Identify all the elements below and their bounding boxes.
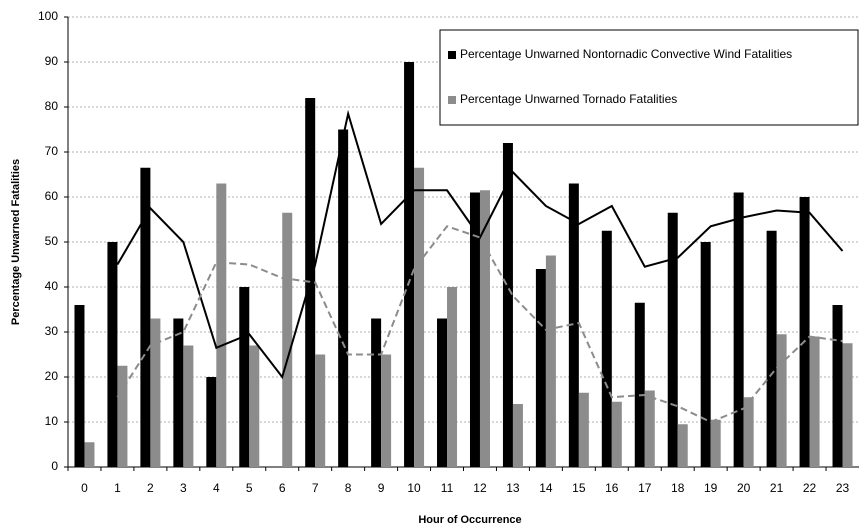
- bar: [743, 397, 754, 467]
- y-tick-label: 100: [38, 9, 58, 23]
- x-tick-label: 15: [572, 481, 586, 495]
- bar: [173, 318, 184, 467]
- legend-label: Percentage Unwarned Tornado Fatalities: [460, 92, 677, 106]
- bar: [766, 230, 777, 467]
- bar: [404, 62, 415, 467]
- legend-label: Percentage Unwarned Nontornadic Convecti…: [460, 47, 792, 61]
- bar: [776, 334, 787, 467]
- y-tick-label: 70: [45, 144, 59, 158]
- bar: [677, 424, 688, 467]
- x-tick-label: 5: [246, 481, 253, 495]
- bar: [371, 318, 382, 467]
- x-tick-label: 13: [506, 481, 520, 495]
- x-tick-label: 12: [473, 481, 487, 495]
- x-tick-label: 16: [605, 481, 619, 495]
- bar: [107, 242, 118, 467]
- bar: [84, 442, 95, 467]
- bar: [315, 354, 326, 467]
- x-tick-label: 7: [312, 481, 319, 495]
- bar: [183, 345, 194, 467]
- x-tick-label: 18: [671, 481, 685, 495]
- bar: [338, 129, 349, 467]
- bar: [150, 318, 161, 467]
- bar: [799, 197, 810, 467]
- bar: [733, 192, 744, 467]
- bar: [414, 167, 425, 467]
- x-tick-label: 23: [836, 481, 850, 495]
- x-tick-label: 17: [638, 481, 652, 495]
- legend-swatch: [448, 51, 456, 59]
- bar: [568, 183, 579, 467]
- y-tick-label: 90: [45, 54, 59, 68]
- bar: [117, 365, 128, 467]
- bar: [601, 230, 612, 467]
- bar: [842, 343, 853, 467]
- x-tick-label: 21: [770, 481, 784, 495]
- y-tick-label: 50: [45, 234, 59, 248]
- bar: [578, 392, 589, 467]
- bar: [535, 269, 546, 467]
- x-tick-label: 1: [114, 481, 121, 495]
- x-tick-label: 14: [539, 481, 553, 495]
- x-axis-title: Hour of Occurrence: [418, 514, 521, 526]
- bar: [469, 192, 480, 467]
- y-tick-label: 10: [45, 414, 59, 428]
- x-tick-label: 8: [345, 481, 352, 495]
- bar: [634, 302, 645, 467]
- bar: [447, 287, 458, 467]
- y-axis-title: Percentage Unwarned Fatalities: [10, 159, 22, 325]
- bar: [809, 336, 820, 467]
- bar: [381, 354, 392, 467]
- y-tick-label: 60: [45, 189, 59, 203]
- x-tick-label: 6: [279, 481, 286, 495]
- bar: [710, 419, 721, 467]
- x-tick-label: 4: [213, 481, 220, 495]
- bar: [644, 390, 655, 467]
- bar: [206, 377, 217, 467]
- bar: [140, 167, 151, 467]
- bar: [512, 404, 523, 467]
- x-tick-label: 11: [441, 481, 454, 495]
- trend-line: [116, 225, 843, 424]
- bar: [249, 345, 260, 467]
- bar: [545, 255, 556, 467]
- y-tick-label: 20: [45, 369, 59, 383]
- bar: [239, 287, 250, 467]
- x-tick-label: 0: [81, 481, 88, 495]
- bar: [832, 305, 843, 467]
- bar: [437, 318, 448, 467]
- bar: [611, 401, 622, 467]
- legend-box: [439, 29, 859, 126]
- y-tick-label: 80: [45, 99, 59, 113]
- x-tick-label: 9: [378, 481, 385, 495]
- y-tick-label: 40: [45, 279, 59, 293]
- bar: [216, 183, 227, 467]
- bar: [700, 242, 711, 467]
- x-tick-label: 2: [147, 481, 154, 495]
- x-tick-label: 3: [180, 481, 187, 495]
- y-tick-label: 0: [51, 459, 58, 473]
- x-tick-label: 20: [737, 481, 751, 495]
- trend-line: [116, 109, 844, 380]
- bar: [667, 212, 678, 467]
- bar: [282, 212, 293, 467]
- x-tick-label: 22: [803, 481, 817, 495]
- x-tick-label: 10: [407, 481, 421, 495]
- bar: [74, 305, 85, 467]
- bar: [479, 190, 490, 467]
- legend-swatch: [448, 96, 456, 104]
- bar: [502, 143, 513, 467]
- y-tick-label: 30: [45, 324, 59, 338]
- x-tick-label: 19: [704, 481, 718, 495]
